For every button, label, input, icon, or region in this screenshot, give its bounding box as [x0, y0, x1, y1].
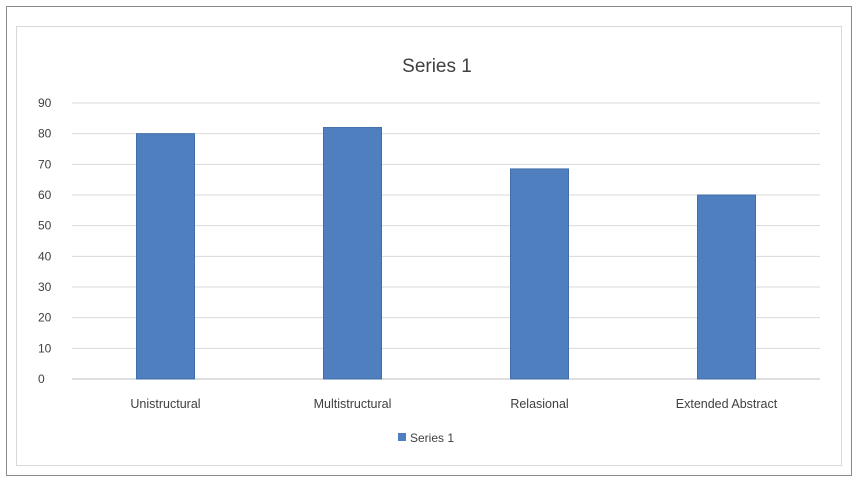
- legend-label: Series 1: [410, 431, 454, 445]
- y-tick-label: 70: [38, 157, 52, 171]
- gridlines: [72, 102, 820, 380]
- y-tick-label: 60: [38, 188, 52, 202]
- bar: [510, 168, 569, 380]
- y-tick-label: 20: [38, 311, 52, 325]
- bars: [136, 127, 756, 380]
- legend-swatch: [398, 433, 406, 441]
- y-axis-ticks: 0 10 20 30 40 50 60 70 80 90: [38, 96, 52, 386]
- bar: [323, 127, 382, 380]
- x-axis-labels: Unistructural Multistructural Relasional Ex…: [130, 397, 777, 411]
- y-tick-label: 40: [38, 249, 52, 263]
- bar: [697, 194, 756, 380]
- y-tick-label: 50: [38, 219, 52, 233]
- bar: [136, 133, 195, 380]
- chart-title: Series 1: [402, 56, 472, 77]
- y-tick-label: 90: [38, 96, 52, 110]
- x-category-label: Relasional: [510, 397, 568, 411]
- y-tick-label: 0: [38, 372, 45, 386]
- y-tick-label: 30: [38, 280, 52, 294]
- y-tick-label: 10: [38, 341, 52, 355]
- x-category-label: Extended Abstract: [676, 397, 778, 411]
- y-tick-label: 80: [38, 127, 52, 141]
- x-category-label: Unistructural: [130, 397, 200, 411]
- legend: Series 1: [398, 431, 454, 445]
- x-category-label: Multistructural: [314, 397, 392, 411]
